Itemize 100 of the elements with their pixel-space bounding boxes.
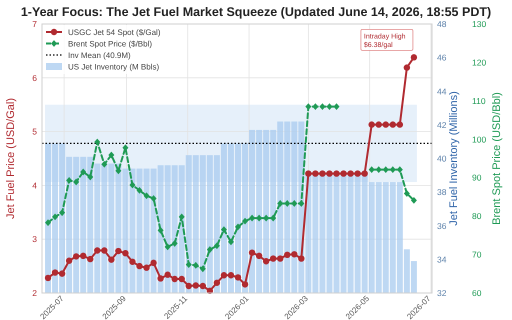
point [298,200,304,207]
point [206,246,213,253]
point [390,121,396,128]
point [305,103,312,110]
point [200,282,206,290]
y-tick-label: 3 [32,234,38,244]
point [72,253,80,260]
legend-label: Inv Mean (40.9M) [68,51,132,60]
y-tick-label: 4 [32,180,38,190]
point [326,170,333,177]
point [122,250,129,256]
point [396,166,403,174]
chart-title: 1-Year Focus: The Jet Fuel Market Squeeze (Updated June 14, 2026, 18:55 PDT) [20,5,492,19]
y2-tick-label: 40 [437,154,447,164]
legend-label: USGC Jet 54 Spot ($/Gal) [68,28,161,37]
y-tick-label: 6 [32,72,38,83]
point [87,174,94,180]
point [368,166,375,174]
y-tick-label: 7 [32,19,38,29]
point [249,214,256,222]
point [326,103,332,110]
point [87,256,94,262]
point [214,280,220,286]
point [143,264,150,271]
y2-tick-label: 36 [437,220,447,231]
point [334,103,340,110]
point [52,269,58,276]
point [150,260,157,266]
point [186,282,192,290]
point [101,247,108,254]
point [390,166,396,174]
point [404,64,410,71]
y-tick-label: 2 [32,288,38,298]
point [256,252,262,260]
point [235,224,242,230]
point [376,166,382,174]
point [234,274,242,281]
y-tick-label: 5 [32,126,38,137]
point [368,121,375,128]
point [333,170,340,177]
point [220,272,228,278]
point [319,170,326,177]
point [263,214,270,222]
y2-tick-label: 34 [437,254,447,264]
point [396,121,404,128]
point [115,248,122,254]
point [94,138,100,146]
point [319,103,326,110]
point [45,219,52,226]
y3-tick-label: 120 [472,57,486,68]
point [136,262,143,270]
point [312,170,319,177]
y3-axis-title: Brent Spot Price (USD/Bbl) [491,92,503,225]
point [171,276,178,282]
point [44,274,52,282]
point [410,196,417,204]
y2-tick-label: 32 [437,288,447,298]
point [101,160,108,168]
y2-tick-label: 46 [437,52,447,63]
point [59,209,66,216]
point [270,214,276,222]
point [242,218,248,225]
point [361,170,368,177]
point [248,249,256,256]
point [150,195,157,202]
point [94,247,100,254]
point [66,258,72,264]
point [66,177,72,184]
y3-tick-label: 60 [472,288,482,298]
point [298,255,305,262]
y3-tick-label: 70 [472,250,482,260]
point [158,226,164,234]
point [136,186,142,194]
point [340,170,347,177]
y2-tick-label: 38 [437,187,447,198]
y2-tick-label: 48 [437,19,447,29]
point [129,182,136,188]
point [129,258,136,265]
y3-tick-label: 80 [472,211,482,222]
legend-label: Brent Spot Price ($/Bbl) [68,40,152,48]
point [284,252,290,258]
point [354,170,361,177]
point [312,103,318,110]
y2-axis-title: Jet Fuel Inventory (Millions) [448,91,460,226]
point [164,243,171,250]
y3-tick-label: 100 [472,134,486,144]
point [115,167,122,174]
point [347,170,354,177]
point [144,192,150,200]
point [382,121,389,128]
y2-tick-label: 44 [437,86,447,96]
point [73,178,80,186]
point [284,200,290,207]
point [277,255,284,262]
point [178,276,185,282]
point [291,251,298,258]
point [382,166,389,174]
y3-tick-label: 110 [472,96,486,106]
point [157,275,164,282]
y3-tick-label: 90 [472,172,482,183]
